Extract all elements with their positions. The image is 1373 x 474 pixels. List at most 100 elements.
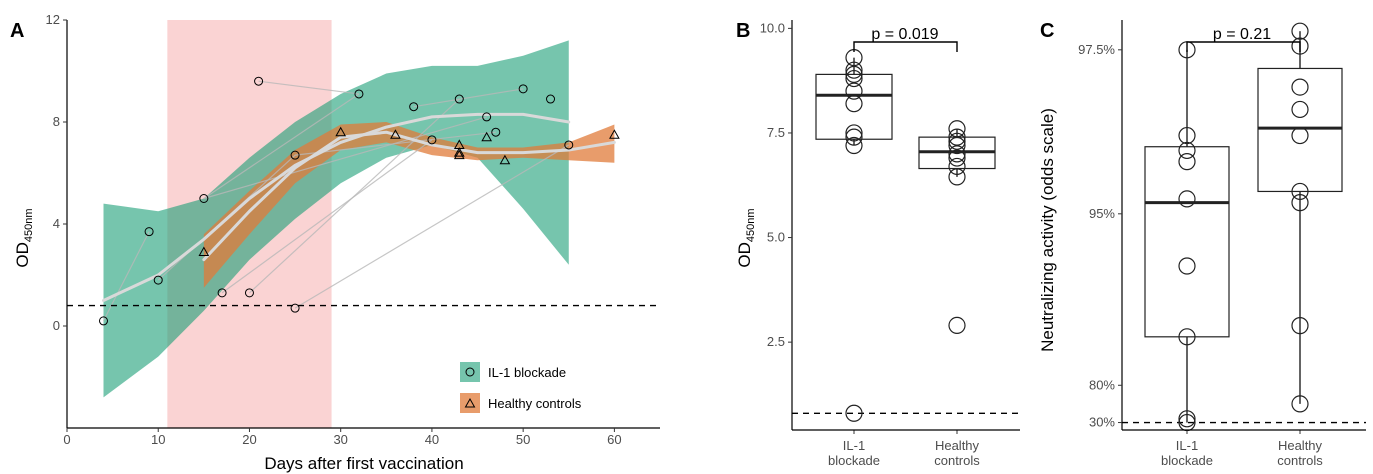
panel-c-ylabel: Neutralizing activity (odds scale) <box>1038 108 1057 352</box>
panel-a-plot: 0 4 8 12 0 10 20 30 40 50 60 <box>46 12 660 447</box>
data-point-il1-10 <box>409 102 419 112</box>
panel-b-point-0 <box>845 69 863 88</box>
subject-link-9 <box>203 116 487 200</box>
panel-c-point-0 <box>1178 257 1196 275</box>
panel-c-point-1 <box>1291 78 1309 96</box>
trend-line-0 <box>101 112 571 302</box>
confidence-ribbon-1 <box>203 122 615 288</box>
panel-a-xtick-label: 60 <box>607 432 621 447</box>
subject-link-7 <box>413 88 524 108</box>
panel-a-ytick-label: 8 <box>53 114 60 129</box>
panel-b-point-1 <box>948 168 966 186</box>
panel-c-category-label-0: IL-1 <box>1176 438 1198 453</box>
data-point-il1-15 <box>518 84 528 94</box>
panel-c-point-1 <box>1291 22 1309 40</box>
panel-a-ytick-label: 0 <box>53 318 60 333</box>
panel-c-ytick-label: 30% <box>1089 415 1115 430</box>
data-point-il1-14 <box>491 127 501 137</box>
subject-link-4 <box>249 98 460 294</box>
panel-b-category-label-1: Healthy <box>935 438 980 453</box>
panel-a-xtick-label: 10 <box>151 432 165 447</box>
panel-b-point-1 <box>948 136 966 155</box>
legend-triangle-marker <box>464 397 476 408</box>
data-point-il1-8 <box>290 303 300 313</box>
data-point-il1-1 <box>144 227 154 237</box>
panel-c-point-1 <box>1291 182 1309 201</box>
panel-c-letter: C <box>1040 20 1054 42</box>
panel-b-point-0 <box>845 65 863 83</box>
panel-a-xtick-label: 0 <box>63 432 70 447</box>
panel-c-point-1 <box>1291 395 1309 413</box>
panel-a-ytick-label: 4 <box>53 216 60 231</box>
panel-b-category-label-0: IL-1 <box>843 438 865 453</box>
panel-b-point-1 <box>948 132 966 150</box>
panel-c-point-0 <box>1178 410 1196 428</box>
data-point-healthy-1 <box>335 126 347 137</box>
panel-c-point-0 <box>1178 153 1196 171</box>
panel-b-box-0 <box>815 73 893 140</box>
data-point-il1-12 <box>454 94 464 104</box>
data-point-healthy-6 <box>481 131 493 142</box>
data-point-healthy-8 <box>609 129 620 139</box>
panel-c-point-1 <box>1291 194 1309 212</box>
panel-c-category-label-0: blockade <box>1161 453 1213 468</box>
data-point-il1-5 <box>244 288 254 298</box>
panel-c-point-1 <box>1291 100 1309 119</box>
panel-c-point-1 <box>1291 126 1309 145</box>
data-point-il1-3 <box>199 194 209 203</box>
panel-b-letter: B <box>736 20 750 42</box>
panel-c-category-label-1: controls <box>1277 453 1323 468</box>
panel-b-significance-bracket <box>853 41 958 52</box>
panel-a-ylabel: OD450nm <box>13 208 35 267</box>
confidence-ribbon-0 <box>103 40 569 398</box>
legend-label-healthy: Healthy controls <box>488 396 582 411</box>
panel-a-xtick-label: 40 <box>425 432 439 447</box>
trend-line-1 <box>202 130 616 262</box>
panel-b-point-0 <box>845 128 863 146</box>
data-point-il1-4 <box>217 288 227 298</box>
data-point-il1-13 <box>482 112 492 122</box>
panel-b-ytick-label: 10.0 <box>760 20 785 35</box>
panel-b-point-1 <box>948 157 966 176</box>
panel-c-point-1 <box>1291 37 1309 55</box>
panel-b-point-1 <box>948 128 966 146</box>
panel-c-ytick-label: 95% <box>1089 206 1115 221</box>
panel-b-category-label-0: blockade <box>828 453 880 468</box>
data-point-il1-6 <box>254 76 264 86</box>
panel-c-category-label-1: Healthy <box>1278 438 1323 453</box>
panel-b-point-1 <box>948 149 966 167</box>
data-point-il1-11 <box>427 135 437 145</box>
panel-a-xlabel: Days after first vaccination <box>264 454 463 473</box>
panel-c-point-0 <box>1178 190 1196 208</box>
subject-link-5 <box>258 80 360 95</box>
panel-b-ylabel-sub: 450nm <box>745 208 757 242</box>
legend: IL-1 blockade Healthy controls <box>460 362 582 413</box>
panel-b-ytick-label: 5.0 <box>767 230 785 245</box>
legend-label-il1: IL-1 blockade <box>488 365 566 380</box>
panel-c-ytick-label: 97.5% <box>1078 42 1115 57</box>
data-point-il1-16 <box>546 94 556 104</box>
subject-link-3 <box>221 139 433 294</box>
subject-link-6 <box>294 144 570 309</box>
legend-swatch-il1 <box>460 362 480 382</box>
panel-b-point-1 <box>948 120 966 138</box>
panel-c-point-1 <box>1291 317 1309 335</box>
panel-c-significance-bracket <box>1186 41 1301 52</box>
data-point-healthy-2 <box>390 129 401 139</box>
data-point-healthy-5 <box>453 149 465 160</box>
data-point-healthy-0 <box>198 246 210 257</box>
data-point-healthy-7 <box>499 154 511 165</box>
panel-c-box-1 <box>1257 67 1343 193</box>
data-point-il1-2 <box>153 275 163 285</box>
panel-b-point-1 <box>948 316 966 335</box>
panel-c-point-0 <box>1178 141 1196 160</box>
data-point-il1-17 <box>564 140 574 150</box>
data-point-healthy-4 <box>453 147 465 157</box>
data-point-il1-0 <box>98 316 108 326</box>
data-point-il1-9 <box>354 89 364 99</box>
panel-a-ylabel-main: OD <box>13 242 32 268</box>
panel-c-pvalue: p = 0.21 <box>1213 26 1271 43</box>
panel-b-point-0 <box>845 124 863 142</box>
